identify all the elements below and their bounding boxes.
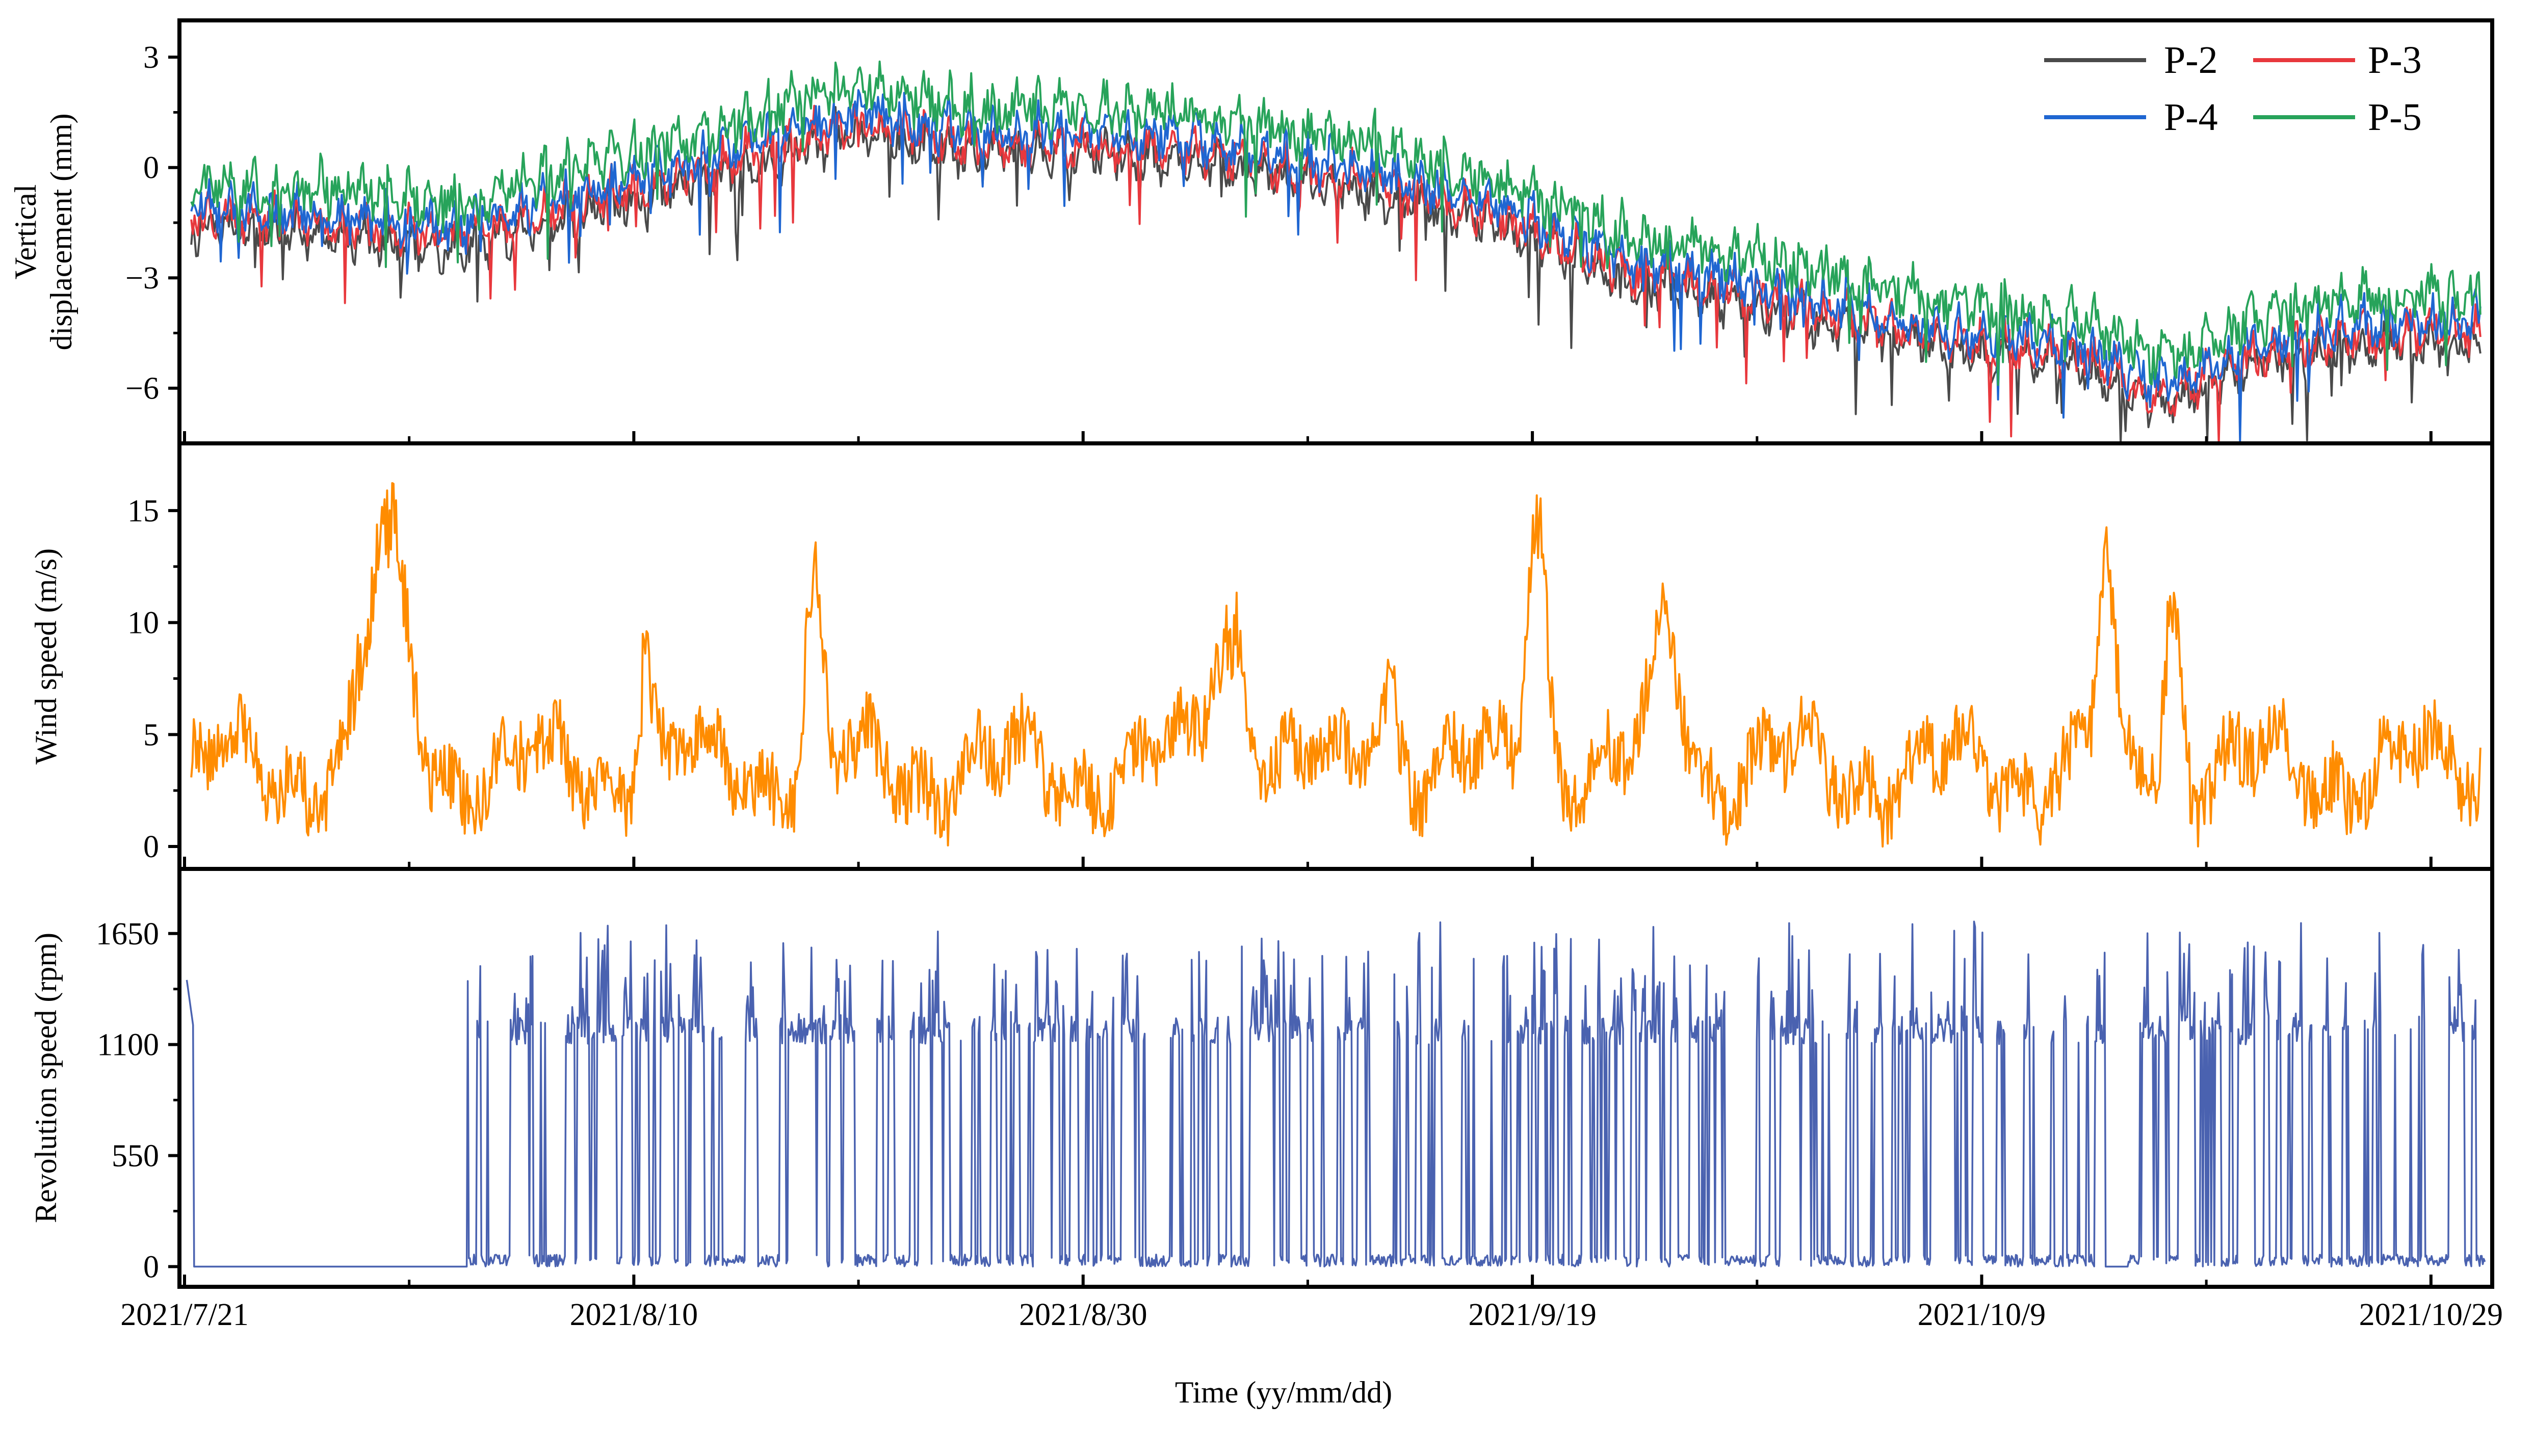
panel-bottom-y-axis: 1650 1100 550 0 [96, 917, 179, 1284]
x-axis-title: Time (yy/mm/dd) [1175, 1375, 1392, 1409]
panel-bot-ytick-label: 1650 [96, 917, 159, 951]
panel-middle-ylabel: Wind speed (m/s) [29, 548, 63, 764]
panel-top-plot [190, 60, 2482, 444]
panel-middle-y-axis: 15 10 5 0 [127, 494, 179, 864]
panel-middle-plot [190, 482, 2482, 848]
legend: P-2 P-3 P-4 P-5 [2044, 39, 2422, 139]
legend-label-p2: P-2 [2164, 39, 2218, 82]
panel-bottom-plot [186, 920, 2486, 1268]
panel-bottom: 1650 1100 550 0 Revolution speed (rpm) [29, 867, 2494, 1289]
legend-label-p3: P-3 [2368, 39, 2422, 82]
x-tick-label: 2021/7/21 [120, 1298, 248, 1332]
panel-top-ylabel-line1: Vertical [9, 184, 42, 280]
legend-label-p4: P-4 [2164, 96, 2218, 139]
panel-bot-ytick-label: 1100 [97, 1028, 159, 1063]
x-tick-label: 2021/9/19 [1468, 1298, 1596, 1332]
panel-mid-ytick-label: 15 [127, 494, 159, 528]
panel-bottom-ylabel: Revolution speed (rpm) [29, 933, 63, 1223]
legend-label-p5: P-5 [2368, 96, 2422, 139]
x-tick-label: 2021/10/9 [1918, 1298, 2046, 1332]
panel-top-ytick-label: 3 [143, 40, 159, 75]
series-line-wind-speed [190, 482, 2482, 848]
series-line-p-5 [190, 60, 2482, 386]
panel-top-ytick-label: −6 [125, 372, 159, 406]
panel-mid-ytick-label: 0 [143, 830, 159, 864]
panel-top-ytick-label: −3 [125, 261, 159, 296]
panel-mid-ytick-label: 10 [127, 606, 159, 641]
panel-top-ytick-label: 0 [143, 151, 159, 186]
panel-bot-ytick-label: 0 [143, 1250, 159, 1284]
panel-mid-ytick-label: 5 [143, 718, 159, 752]
series-line-p-4 [190, 89, 2482, 442]
x-tick-label: 2021/8/10 [570, 1298, 698, 1332]
series-line-revolution-speed [186, 920, 2486, 1268]
x-axis: 2021/7/21 2021/8/10 2021/8/30 2021/9/19 2021… [120, 431, 2503, 1332]
panel-bottom-frame [177, 867, 2494, 1289]
x-tick-label: 2021/10/29 [2359, 1298, 2503, 1332]
panel-top-y-axis: 3 0 −3 −6 [125, 40, 179, 406]
x-tick-label: 2021/8/30 [1019, 1298, 1147, 1332]
panel-bot-ytick-label: 550 [112, 1139, 159, 1174]
panel-top-ylabel-line2: displacement (mm) [44, 114, 78, 351]
